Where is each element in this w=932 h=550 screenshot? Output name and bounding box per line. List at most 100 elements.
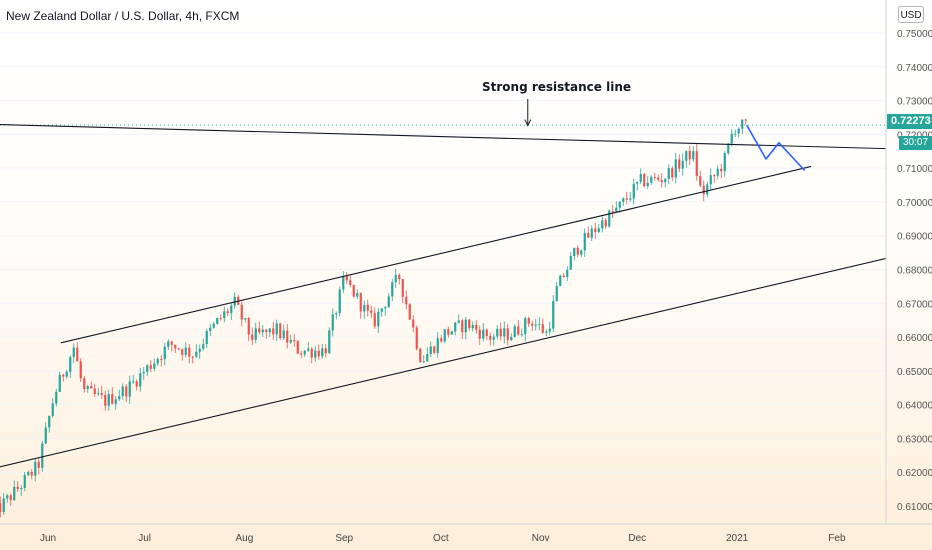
candle: [692, 146, 695, 162]
y-tick-label: 0.73000: [897, 97, 932, 108]
candle: [233, 292, 236, 309]
candle: [121, 383, 124, 400]
trendline-channel-upper[interactable]: [60, 165, 812, 344]
projection-path[interactable]: [746, 124, 806, 172]
price-axis: 0.75000 0.74000 0.73000 0.72000 0.71000 0.700…: [897, 29, 932, 513]
candle: [419, 347, 422, 363]
candle: [650, 175, 653, 185]
candle: [695, 143, 698, 181]
projection: [746, 124, 806, 172]
candle: [541, 318, 544, 334]
candle: [625, 191, 628, 205]
candle: [37, 458, 40, 475]
candle: [212, 321, 215, 329]
candle: [478, 325, 481, 346]
candle: [636, 181, 639, 191]
candle: [538, 317, 541, 331]
candle: [660, 172, 663, 188]
candle: [195, 344, 198, 359]
candle: [573, 247, 576, 261]
candle: [146, 364, 149, 377]
candle: [111, 387, 114, 405]
candle: [545, 329, 548, 337]
candle: [482, 323, 485, 342]
candle: [205, 328, 208, 349]
candle: [674, 152, 677, 184]
candle: [604, 217, 607, 229]
x-tick-label: Jul: [138, 533, 151, 544]
candle: [170, 340, 173, 352]
currency-selector[interactable]: USD: [898, 6, 924, 23]
candle: [618, 201, 621, 213]
candle: [461, 318, 464, 340]
candle: [282, 324, 285, 341]
candle: [184, 342, 187, 358]
candle: [86, 384, 89, 393]
candle: [69, 355, 72, 378]
candle: [135, 379, 138, 391]
candle: [321, 343, 324, 359]
candle: [405, 290, 408, 310]
candle: [230, 303, 233, 320]
candle: [76, 342, 79, 362]
x-tick-label: Feb: [828, 533, 846, 544]
candle: [104, 390, 107, 411]
x-tick-label: Sep: [335, 533, 353, 544]
bar-countdown: 30:07: [899, 136, 932, 150]
candle: [335, 311, 338, 320]
candle: [79, 358, 82, 383]
candle: [639, 168, 642, 185]
candle: [2, 492, 5, 515]
candle: [464, 317, 467, 340]
candle: [44, 422, 47, 445]
candle: [202, 338, 205, 352]
candle: [720, 163, 723, 179]
candle: [681, 153, 684, 176]
candle: [590, 225, 593, 241]
y-tick-label: 0.63000: [897, 434, 932, 445]
candle: [527, 316, 530, 327]
time-axis: Jun Jul Aug Sep Oct Nov Dec 2021 Feb: [40, 533, 846, 544]
candle: [373, 307, 376, 329]
candle: [177, 347, 180, 351]
candle: [506, 324, 509, 346]
candle: [366, 299, 369, 317]
candle: [622, 197, 625, 207]
candle: [706, 181, 709, 198]
candle: [485, 328, 488, 341]
candle: [48, 415, 51, 433]
y-tick-label: 0.71000: [897, 164, 932, 175]
candle: [471, 321, 474, 332]
y-tick-label: 0.66000: [897, 333, 932, 344]
candle: [443, 329, 446, 344]
trendline-channel-lower[interactable]: [0, 250, 921, 479]
candle: [100, 385, 103, 399]
candle: [576, 245, 579, 258]
candle: [524, 316, 527, 342]
candle: [149, 360, 152, 373]
x-tick-label: Aug: [236, 533, 254, 544]
candle: [454, 321, 457, 336]
candle: [615, 201, 618, 213]
candle: [510, 333, 513, 341]
candle: [356, 289, 359, 300]
candle: [97, 388, 100, 397]
candle: [132, 374, 135, 384]
x-tick-label: Nov: [532, 533, 550, 544]
y-tick-label: 0.70000: [897, 198, 932, 209]
candle: [363, 300, 366, 319]
candle: [713, 173, 716, 183]
candle: [632, 178, 635, 205]
candle: [160, 354, 163, 367]
candle: [709, 168, 712, 190]
candle: [643, 172, 646, 188]
candle: [345, 272, 348, 285]
candle: [401, 278, 404, 304]
candle: [237, 294, 240, 306]
candle: [58, 371, 61, 393]
candle: [489, 332, 492, 346]
candle: [380, 308, 383, 317]
candle: [258, 321, 261, 335]
candle: [349, 275, 352, 288]
